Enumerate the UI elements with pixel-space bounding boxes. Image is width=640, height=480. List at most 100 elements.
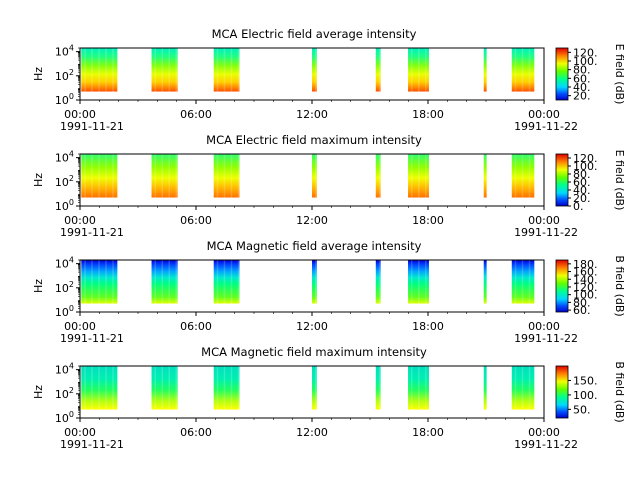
spectrogram-stripe: [216, 48, 219, 92]
y-tick-label: 102: [55, 174, 74, 189]
spectrogram-stripe: [98, 154, 100, 198]
colorbar-tick-label: 120.: [573, 46, 598, 59]
spectrogram-pass: [151, 366, 178, 410]
spectrogram-stripe: [411, 48, 413, 92]
spectrogram-pass: [511, 154, 535, 198]
spectrogram-stripe: [237, 366, 240, 410]
y-tick-label: 104: [55, 256, 74, 271]
spectrogram-stripe: [223, 366, 226, 410]
spectrogram-pass: [375, 260, 381, 304]
spectrogram-stripe: [425, 154, 427, 198]
colorbar-tick-label: 80.: [573, 296, 591, 309]
date-label-start: 1991-11-21: [60, 120, 124, 133]
spectrogram-stripe: [91, 48, 93, 92]
spectrogram-pass: [151, 260, 178, 304]
spectrogram-stripe: [425, 260, 427, 304]
colorbar-tick-label: 20.: [573, 192, 591, 205]
spectrogram-stripe: [528, 366, 531, 410]
x-tick-label: 12:00: [296, 426, 328, 439]
y-axis-label: Hz: [32, 67, 45, 81]
date-label-end: 1991-11-22: [514, 120, 578, 133]
spectrogram-stripe: [315, 260, 317, 304]
spectrogram-stripe: [521, 366, 524, 410]
spectrogram-stripe: [91, 260, 93, 304]
spectrogram-pass: [213, 366, 240, 410]
spectrogram-pass: [408, 260, 429, 304]
spectrogram-pass: [151, 48, 178, 92]
spectrogram-stripe: [378, 154, 381, 198]
y-tick-label: 100: [55, 304, 74, 319]
spectrogram-pass: [511, 260, 535, 304]
spectrogram-stripe: [411, 154, 413, 198]
spectrogram-pass: [81, 366, 118, 410]
spectrogram-stripe: [175, 154, 178, 198]
date-label-end: 1991-11-22: [514, 332, 578, 345]
spectrogram-stripe: [230, 260, 233, 304]
date-label-start: 1991-11-21: [60, 226, 124, 239]
panel-title: MCA Magnetic field average intensity: [207, 239, 422, 253]
colorbar-frame: [555, 153, 569, 207]
spectrogram-stripe: [411, 260, 413, 304]
spectrogram-stripe: [161, 154, 164, 198]
spectrogram-pass: [81, 260, 118, 304]
spectrogram-stripe: [161, 366, 164, 410]
spectrogram-pass: [312, 366, 317, 410]
spectrogram-pass: [312, 48, 317, 92]
spectrogram-stripe: [378, 260, 381, 304]
spectrogram-stripe: [528, 48, 531, 92]
date-label-start: 1991-11-21: [60, 438, 124, 451]
y-tick-label: 104: [55, 150, 74, 165]
colorbar-tick-label: 60.: [573, 176, 591, 189]
spectrogram-stripe: [98, 366, 100, 410]
spectrogram-pass: [408, 48, 429, 92]
x-tick-label: 06:00: [180, 108, 212, 121]
spectrogram-stripe: [521, 48, 524, 92]
spectrogram-stripe: [378, 48, 381, 92]
spectrogram-pass: [483, 154, 487, 198]
x-tick-label: 00:00: [64, 320, 96, 333]
spectrogram-stripe: [521, 260, 524, 304]
spectrogram-stripe: [223, 48, 226, 92]
x-tick-label: 00:00: [64, 108, 96, 121]
date-label-start: 1991-11-21: [60, 332, 124, 345]
spectrogram-stripe: [168, 366, 171, 410]
y-axis-label: Hz: [32, 279, 45, 293]
colorbar-tick-label: 60.: [573, 72, 591, 85]
spectrogram-stripe: [223, 154, 226, 198]
spectrogram-stripe: [216, 260, 219, 304]
panel-2: MCA Electric field maximum intensity 100 1…: [32, 133, 626, 239]
spectrogram-pass: [312, 260, 317, 304]
x-tick-label: 00:00: [528, 320, 560, 333]
spectrogram-pass: [483, 48, 487, 92]
spectrogram-stripe: [315, 154, 317, 198]
colorbar-tick-label: 40.: [573, 81, 591, 94]
y-tick-label: 102: [55, 280, 74, 295]
x-tick-label: 12:00: [296, 320, 328, 333]
spectrogram-stripe: [514, 366, 517, 410]
y-tick-label: 102: [55, 68, 74, 83]
spectrogram-stripe: [528, 260, 531, 304]
spectrogram-stripe: [112, 366, 114, 410]
spectrogram-stripe: [230, 366, 233, 410]
spectrogram-stripe: [84, 48, 86, 92]
y-tick-label: 104: [55, 44, 74, 59]
colorbar-tick-label: 120.: [573, 152, 598, 165]
y-tick-label: 104: [55, 362, 74, 377]
spectrogram-pass: [483, 366, 487, 410]
spectrogram-stripe: [315, 366, 317, 410]
panel-1: MCA Electric field average intensity 100 1…: [32, 27, 626, 133]
colorbar-label: E field (dB): [613, 44, 626, 105]
panel-title: MCA Magnetic field maximum intensity: [201, 345, 427, 359]
colorbar-tick-label: 60.: [573, 304, 591, 317]
spectrogram-pass: [408, 154, 429, 198]
x-tick-label: 18:00: [412, 108, 444, 121]
spectrogram-pass: [81, 48, 118, 92]
spectrogram-stripe: [237, 154, 240, 198]
spectrogram-stripe: [425, 48, 427, 92]
spectrogram-pass: [213, 260, 240, 304]
spectrogram-stripe: [105, 366, 107, 410]
x-tick-label: 06:00: [180, 320, 212, 333]
spectrogram-stripe: [105, 260, 107, 304]
spectrogram-stripe: [98, 260, 100, 304]
y-tick-label: 100: [55, 92, 74, 107]
